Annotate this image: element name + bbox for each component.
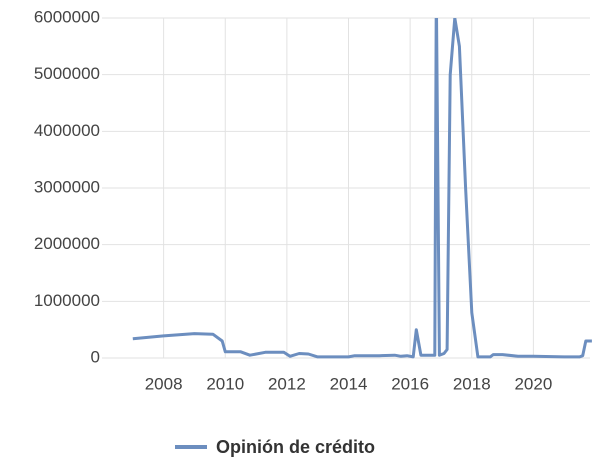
x-tick-label: 2012 [268,374,306,393]
x-tick-label: 2016 [391,374,429,393]
y-tick-label: 1000000 [34,291,100,310]
y-tick-label: 0 [91,347,100,366]
x-tick-label: 2020 [514,374,552,393]
data-line [132,18,592,359]
y-tick-label: 3000000 [34,177,100,196]
y-tick-label: 2000000 [34,234,100,253]
y-tick-label: 4000000 [34,121,100,140]
x-tick-label: 2014 [330,374,368,393]
y-tick-label: 5000000 [34,64,100,83]
x-tick-label: 2018 [453,374,491,393]
x-tick-label: 2010 [206,374,244,393]
legend-label: Opinión de crédito [216,437,375,457]
plot-area [132,18,592,359]
y-tick-label: 6000000 [34,7,100,26]
x-tick-label: 2008 [145,374,183,393]
